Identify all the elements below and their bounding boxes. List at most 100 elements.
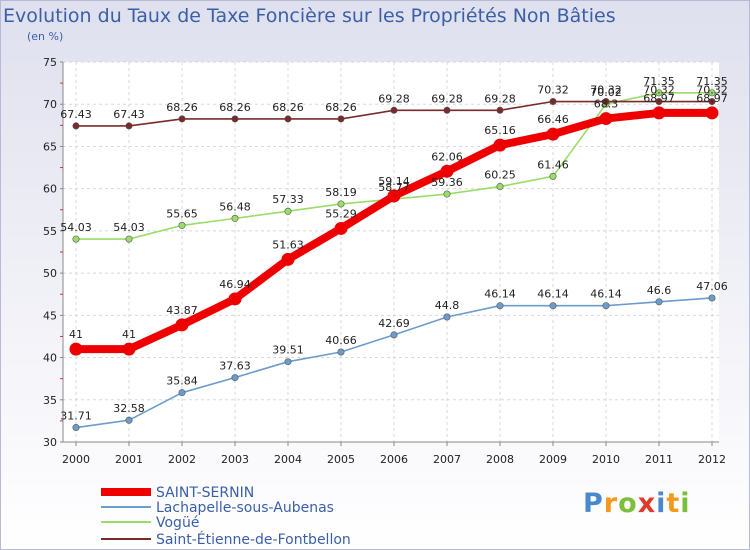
data-point bbox=[231, 374, 239, 382]
data-label: 67.43 bbox=[60, 108, 92, 121]
data-point bbox=[72, 424, 80, 432]
data-label: 59.14 bbox=[378, 175, 410, 188]
data-point bbox=[655, 98, 663, 106]
legend-label: Lachapelle-sous-Aubenas bbox=[156, 500, 334, 516]
data-label: 67.43 bbox=[113, 108, 145, 121]
x-tick-label: 2007 bbox=[433, 453, 461, 466]
data-point bbox=[549, 172, 557, 180]
y-tick-label: 35 bbox=[43, 394, 57, 407]
data-label: 68.26 bbox=[219, 101, 251, 114]
data-label: 32.58 bbox=[113, 402, 145, 415]
data-label: 71.35 bbox=[696, 75, 728, 88]
data-point bbox=[69, 342, 83, 356]
y-tick-label: 75 bbox=[43, 56, 57, 69]
data-label: 58.77 bbox=[378, 181, 410, 194]
data-label: 66.46 bbox=[537, 113, 569, 126]
data-point bbox=[72, 122, 80, 130]
data-point bbox=[334, 221, 348, 235]
data-label: 35.84 bbox=[166, 375, 198, 388]
proxiti-logo: Proxiti bbox=[583, 488, 691, 519]
data-point bbox=[72, 235, 80, 243]
y-tick-label: 50 bbox=[43, 267, 57, 280]
plot-background bbox=[63, 62, 719, 442]
data-point bbox=[284, 358, 292, 366]
data-label: 58.19 bbox=[325, 186, 357, 199]
data-label: 69.28 bbox=[484, 92, 516, 105]
data-point bbox=[443, 313, 451, 321]
data-label: 60.25 bbox=[484, 169, 516, 182]
data-label: 42.69 bbox=[378, 317, 410, 330]
data-point bbox=[705, 106, 719, 120]
data-point bbox=[602, 302, 610, 310]
x-tick-label: 2011 bbox=[645, 453, 673, 466]
chart-unit: (en %) bbox=[27, 30, 64, 43]
data-point bbox=[175, 318, 189, 332]
data-label: 61.46 bbox=[537, 158, 569, 171]
data-point bbox=[443, 190, 451, 198]
data-label: 70.32 bbox=[643, 84, 675, 97]
data-point bbox=[493, 138, 507, 152]
data-point bbox=[599, 112, 613, 126]
data-label: 69.28 bbox=[431, 92, 463, 105]
logo-letter: x bbox=[637, 488, 657, 519]
data-point bbox=[337, 115, 345, 123]
y-tick-label: 30 bbox=[43, 436, 57, 449]
data-point bbox=[125, 122, 133, 130]
data-point bbox=[231, 214, 239, 222]
x-tick-label: 2012 bbox=[698, 453, 726, 466]
data-label: 46.14 bbox=[484, 288, 516, 301]
data-point bbox=[549, 98, 557, 106]
data-label: 68.26 bbox=[166, 101, 198, 114]
logo-letter: r bbox=[603, 488, 619, 519]
data-label: 56.48 bbox=[219, 200, 251, 213]
legend-label: Vogüé bbox=[156, 515, 199, 531]
data-point bbox=[284, 115, 292, 123]
data-point bbox=[281, 252, 295, 266]
data-point bbox=[390, 331, 398, 339]
data-point bbox=[655, 89, 663, 97]
data-point bbox=[337, 348, 345, 356]
data-label: 43.87 bbox=[166, 304, 198, 317]
data-label: 46.14 bbox=[590, 288, 622, 301]
data-label: 68.26 bbox=[325, 101, 357, 114]
data-label: 70.32 bbox=[696, 84, 728, 97]
data-labels: 31.71 32.58 35.84 37.63 39.51 40.66 42.69 44.8 4… bbox=[60, 75, 728, 423]
data-point bbox=[125, 235, 133, 243]
data-label: 68.97 bbox=[696, 92, 728, 105]
logo-letter: P bbox=[583, 488, 604, 519]
data-label: 69.28 bbox=[378, 92, 410, 105]
data-label: 55.29 bbox=[325, 207, 357, 220]
data-label: 59.36 bbox=[431, 176, 463, 189]
data-label: 62.06 bbox=[431, 150, 463, 163]
logo-letter: o bbox=[618, 488, 638, 519]
data-point bbox=[546, 127, 560, 141]
data-label: 51.63 bbox=[272, 238, 304, 251]
data-label: 70.32 bbox=[537, 84, 569, 97]
data-point bbox=[231, 115, 239, 123]
data-label: 70.02 bbox=[590, 86, 622, 99]
x-tick-label: 2002 bbox=[168, 453, 196, 466]
data-point bbox=[708, 89, 716, 97]
legend: SAINT-SERNINLachapelle-sous-AubenasVogüé… bbox=[101, 485, 351, 548]
y-tick-label: 55 bbox=[43, 225, 57, 238]
data-point bbox=[602, 98, 610, 106]
data-point bbox=[652, 106, 666, 120]
data-point bbox=[440, 164, 454, 178]
x-tick-label: 2000 bbox=[62, 453, 90, 466]
data-label: 55.65 bbox=[166, 207, 198, 220]
logo-letter: i bbox=[656, 488, 667, 519]
data-label: 68.26 bbox=[272, 101, 304, 114]
data-point bbox=[228, 292, 242, 306]
x-tick-label: 2008 bbox=[486, 453, 514, 466]
data-label: 37.63 bbox=[219, 360, 251, 373]
data-label: 70.32 bbox=[590, 84, 622, 97]
plot-area bbox=[63, 62, 719, 442]
series-group bbox=[69, 89, 719, 432]
data-point bbox=[496, 183, 504, 191]
data-point bbox=[337, 200, 345, 208]
x-tick-label: 2005 bbox=[327, 453, 355, 466]
data-point bbox=[178, 221, 186, 229]
data-point bbox=[496, 106, 504, 114]
